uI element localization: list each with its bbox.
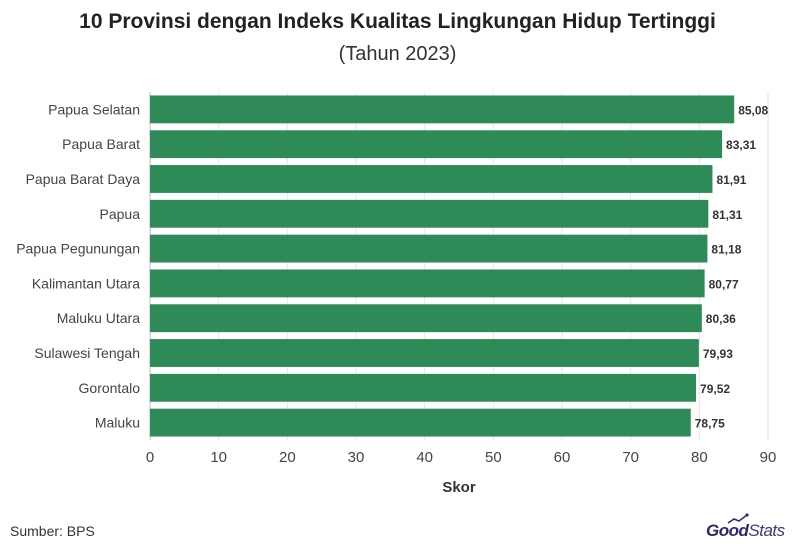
data-label: 80,36 [706,312,736,326]
category-label: Papua Pegunungan [16,241,140,257]
bar [150,95,735,124]
bar [150,269,705,298]
data-label: 81,18 [711,243,741,257]
x-tick-label: 0 [146,449,154,466]
logo-stats: Stats [748,521,785,540]
bar [150,304,702,333]
logo-chart-icon [727,513,749,524]
data-label: 85,08 [738,103,768,117]
category-label: Maluku [95,415,140,431]
data-label: 81,31 [712,208,742,222]
bar [150,234,708,263]
category-label: Papua [100,206,141,222]
data-label: 79,93 [703,347,733,361]
category-label: Papua Barat [62,136,140,152]
goodstats-logo: GoodStats [706,521,785,541]
x-tick-label: 30 [348,449,365,466]
bar [150,408,691,437]
bar [150,199,709,228]
bar [150,165,713,193]
data-label: 79,52 [700,382,730,396]
category-label: Papua Barat Daya [26,171,141,187]
logo-good: Good [706,521,749,540]
x-tick-label: 70 [622,449,639,466]
chart-title: 10 Provinsi dengan Indeks Kualitas Lingk… [79,10,716,33]
x-axis-title: Skor [442,479,476,496]
x-tick-label: 80 [691,449,708,466]
x-tick-label: 50 [485,449,502,466]
category-label: Kalimantan Utara [32,275,140,291]
chart-subtitle: (Tahun 2023) [338,43,457,65]
bar [150,373,697,402]
data-label: 83,31 [726,138,756,152]
category-label: Maluku Utara [57,310,140,326]
bar [150,339,699,367]
x-tick-label: 20 [279,449,296,466]
x-tick-label: 90 [760,449,777,466]
x-tick-label: 40 [416,449,433,466]
category-label: Sulawesi Tengah [34,345,140,361]
data-label: 81,91 [716,173,746,187]
category-label: Gorontalo [79,380,141,396]
x-tick-label: 60 [554,449,571,466]
source-note: Sumber: BPS [10,523,95,539]
bar [150,130,723,159]
data-label: 78,75 [695,417,725,431]
data-label: 80,77 [709,277,739,291]
x-tick-label: 10 [210,449,227,466]
category-label: Papua Selatan [48,101,140,117]
